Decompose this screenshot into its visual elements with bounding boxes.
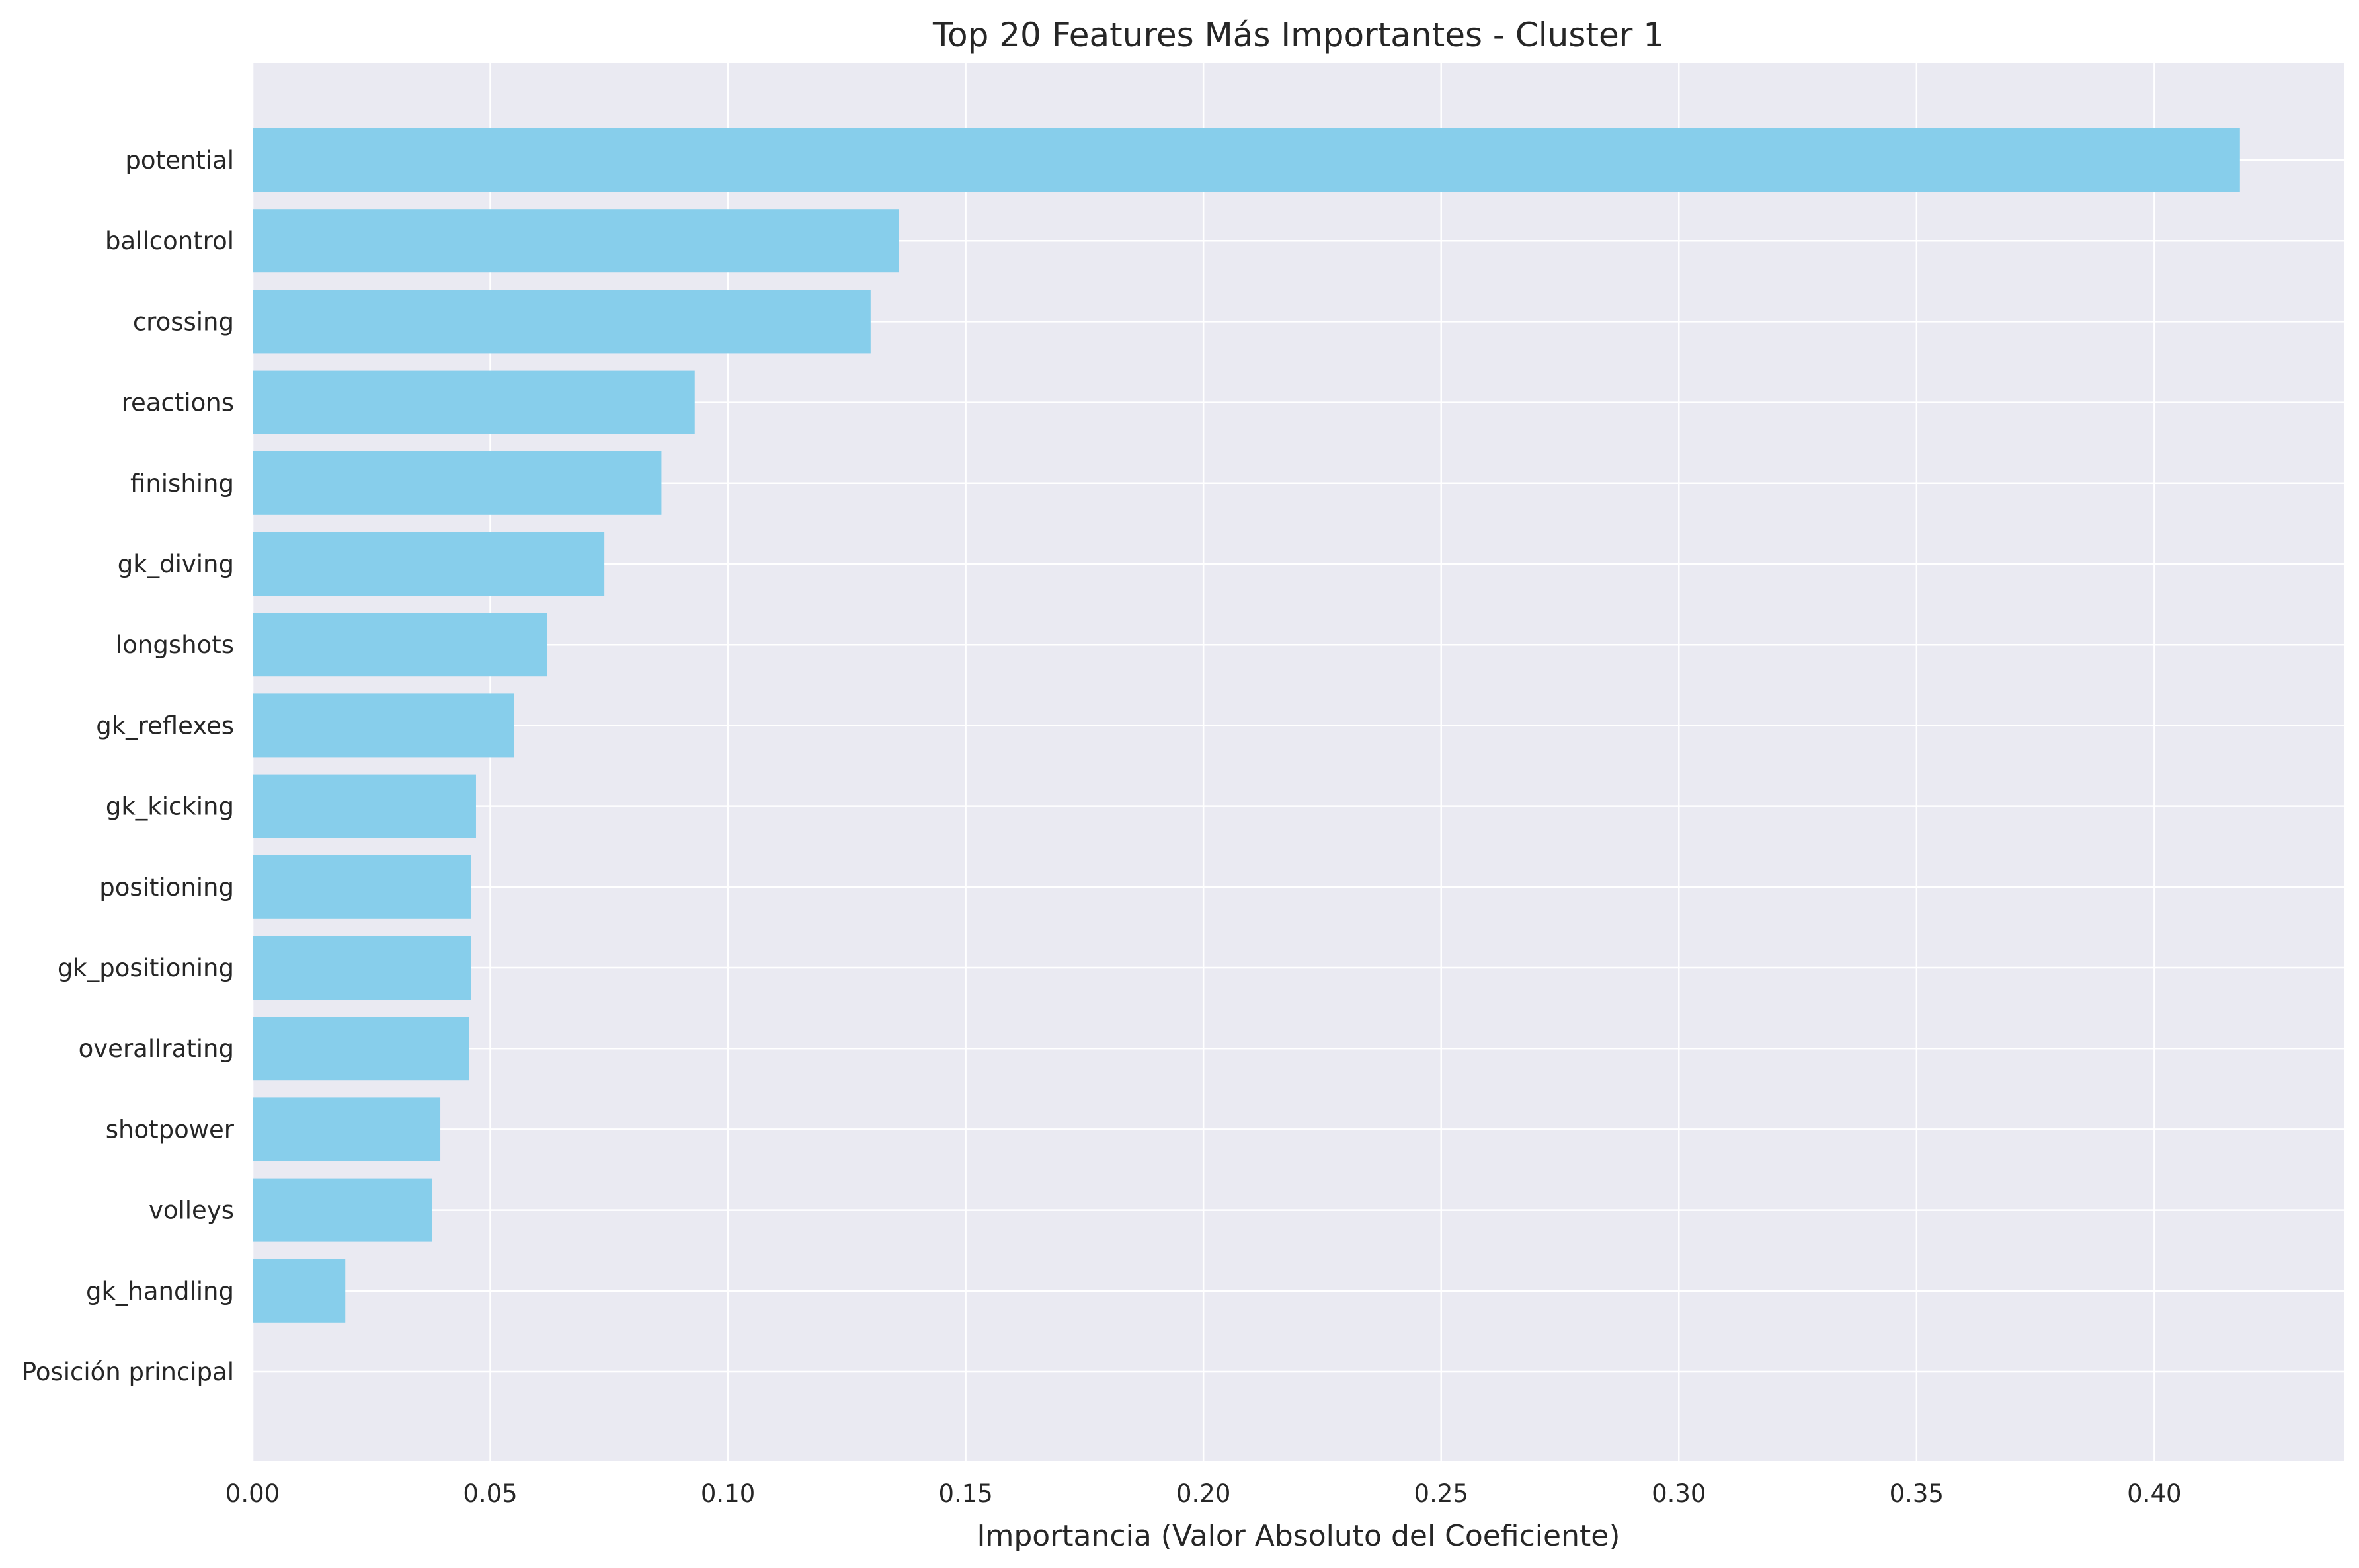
bar xyxy=(253,209,899,273)
x-axis-label: Importancia (Valor Absoluto del Coeficie… xyxy=(977,1519,1620,1553)
x-tick-label: 0.25 xyxy=(1414,1479,1468,1508)
bar xyxy=(253,128,2240,192)
x-tick-label: 0.05 xyxy=(463,1479,517,1508)
bar xyxy=(253,693,514,758)
y-tick-label: crossing xyxy=(133,307,234,336)
bar xyxy=(253,855,471,919)
x-tick-label: 0.15 xyxy=(938,1479,992,1508)
bar xyxy=(253,370,695,434)
y-tick-label: Posición principal xyxy=(22,1358,234,1386)
y-tick-label: potential xyxy=(125,146,234,175)
y-tick-label: overallrating xyxy=(79,1035,234,1063)
y-tick-label: gk_reflexes xyxy=(96,711,234,740)
y-tick-labels: potential ballcontrol crossing reactions fin… xyxy=(22,146,235,1386)
plot-area xyxy=(253,63,2344,1461)
y-tick-label: gk_handling xyxy=(86,1277,234,1306)
bar xyxy=(253,290,871,354)
bar xyxy=(253,613,547,677)
bar xyxy=(253,1259,346,1323)
y-tick-label: gk_diving xyxy=(118,550,234,578)
bar xyxy=(253,1097,441,1161)
y-tick-label: longshots xyxy=(116,631,234,659)
bar xyxy=(253,936,471,1000)
x-tick-label: 0.30 xyxy=(1652,1479,1706,1508)
x-tick-label: 0.40 xyxy=(2127,1479,2181,1508)
y-tick-label: volleys xyxy=(149,1196,234,1225)
bar xyxy=(253,1178,432,1242)
y-tick-label: reactions xyxy=(122,389,234,417)
y-tick-label: ballcontrol xyxy=(105,227,234,255)
bar xyxy=(253,532,605,596)
bar xyxy=(253,1017,469,1081)
y-tick-label: finishing xyxy=(130,469,234,498)
bars xyxy=(253,128,2240,1323)
chart-title: Top 20 Features Más Importantes - Cluste… xyxy=(932,16,1664,54)
y-tick-label: shotpower xyxy=(106,1115,235,1144)
x-tick-label: 0.35 xyxy=(1890,1479,1944,1508)
x-tick-label: 0.20 xyxy=(1176,1479,1230,1508)
x-tick-label: 0.10 xyxy=(701,1479,755,1508)
y-tick-label: gk_positioning xyxy=(58,954,234,982)
y-tick-label: positioning xyxy=(99,873,234,902)
y-tick-label: gk_kicking xyxy=(106,793,234,821)
bar xyxy=(253,451,662,515)
x-tick-labels: 0.00 0.05 0.10 0.15 0.20 0.25 0.30 0.35 0.40 xyxy=(225,1479,2182,1508)
x-tick-label: 0.00 xyxy=(225,1479,280,1508)
bar xyxy=(253,774,476,838)
